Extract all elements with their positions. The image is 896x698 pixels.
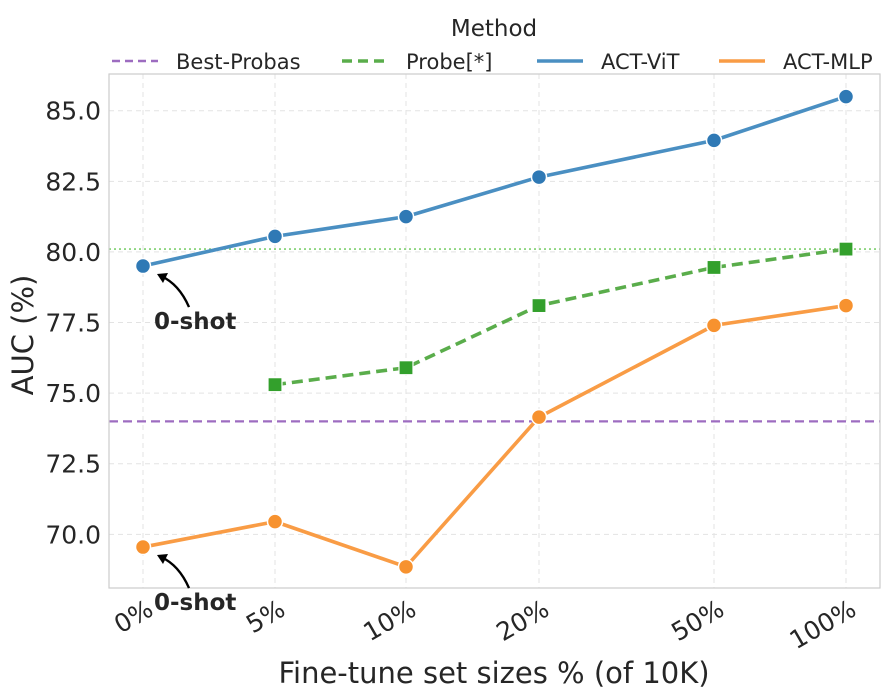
series bbox=[134, 88, 855, 576]
x-tick-label: 0% bbox=[109, 594, 158, 639]
data-point-act-vit bbox=[134, 257, 152, 275]
legend-label-probe: Probe[*] bbox=[406, 50, 492, 74]
y-tick-label: 85.0 bbox=[45, 97, 101, 126]
grid bbox=[109, 74, 880, 588]
y-axis-label: AUC (%) bbox=[6, 275, 40, 396]
x-axis-label: Fine-tune set sizes % (of 10K) bbox=[278, 656, 709, 690]
y-tick-label: 72.5 bbox=[45, 450, 101, 479]
reference-lines bbox=[109, 248, 880, 423]
y-tick-label: 75.0 bbox=[45, 379, 101, 408]
data-point-act-mlp bbox=[530, 408, 548, 426]
data-point-probe bbox=[838, 241, 854, 257]
x-tick-label: 20% bbox=[491, 594, 554, 647]
annotation-arrowhead bbox=[157, 273, 168, 284]
legend-label-best-probas: Best-Probas bbox=[176, 50, 301, 74]
data-point-act-vit bbox=[266, 228, 284, 245]
annotation-label: 0-shot bbox=[154, 309, 236, 335]
y-tick-label: 80.0 bbox=[45, 238, 101, 267]
data-point-act-mlp bbox=[134, 538, 152, 556]
annotation-arrow bbox=[160, 274, 191, 308]
plot-frame bbox=[108, 73, 881, 589]
data-point-act-vit bbox=[397, 208, 415, 225]
data-point-act-mlp bbox=[266, 513, 284, 530]
legend-label-act-vit: ACT-ViT bbox=[601, 50, 680, 74]
annotation-arrowhead bbox=[157, 554, 168, 565]
data-point-probe bbox=[267, 377, 283, 393]
x-tick-label: 50% bbox=[666, 594, 729, 647]
tick-labels: 0% 5% 10% 20% 50% 100% 70.0 72.5 75.0 77.5 80.0 82.… bbox=[45, 97, 861, 655]
x-tick-label: 100% bbox=[785, 594, 861, 655]
data-point-probe bbox=[706, 259, 722, 276]
y-tick-label: 70.0 bbox=[45, 520, 101, 549]
data-point-act-mlp bbox=[837, 297, 855, 314]
annotation-label: 0-shot bbox=[154, 590, 236, 616]
legend-label-act-mlp: ACT-MLP bbox=[783, 50, 873, 74]
annotations: 0-shot 0-shot bbox=[154, 273, 236, 616]
data-point-act-mlp bbox=[705, 317, 723, 334]
legend: Method Best-Probas Probe[*] ACT-ViT ACT-MLP bbox=[112, 16, 873, 74]
series-line-act-vit bbox=[142, 94, 847, 268]
data-point-act-vit bbox=[530, 168, 548, 186]
data-point-act-vit bbox=[705, 132, 723, 149]
data-point-probe bbox=[398, 360, 414, 376]
y-tick-label: 82.5 bbox=[45, 167, 101, 196]
data-point-act-vit bbox=[837, 88, 855, 105]
annotation-arrow bbox=[160, 555, 191, 589]
data-point-act-mlp bbox=[397, 558, 415, 576]
x-tick-label: 10% bbox=[358, 594, 421, 647]
y-tick-label: 77.5 bbox=[45, 309, 101, 338]
legend-title: Method bbox=[451, 16, 537, 42]
x-tick-label: 5% bbox=[241, 594, 290, 639]
data-point-probe bbox=[531, 297, 547, 314]
series-line-act-mlp bbox=[142, 303, 847, 569]
